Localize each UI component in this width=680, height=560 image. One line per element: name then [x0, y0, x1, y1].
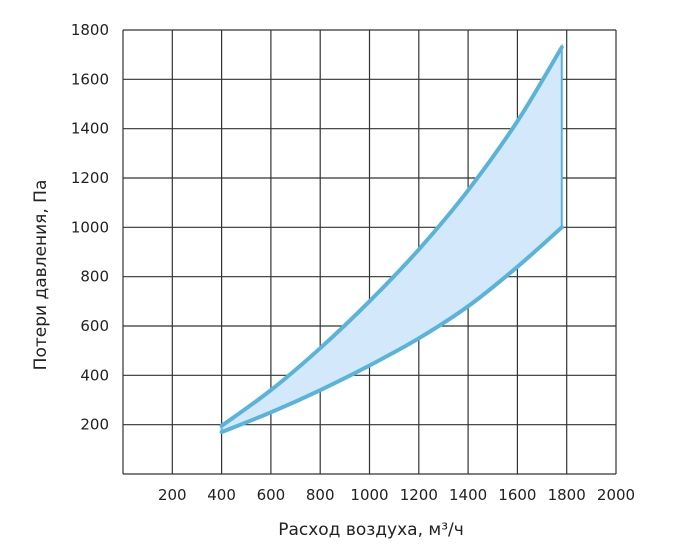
- y-tick-label: 1000: [71, 218, 109, 236]
- x-tick-label: 400: [207, 486, 236, 504]
- y-tick-label: 1400: [71, 120, 109, 138]
- y-tick-label: 1600: [71, 70, 109, 88]
- x-tick-label: 1400: [449, 486, 487, 504]
- y-tick-label: 600: [80, 317, 109, 335]
- x-tick-label: 600: [257, 486, 286, 504]
- chart-grid: [122, 29, 617, 475]
- y-axis-label: Потери давления, Па: [31, 180, 51, 371]
- x-axis-label: Расход воздуха, м³/ч: [278, 520, 464, 540]
- x-tick-label: 1200: [400, 486, 438, 504]
- x-tick-labels: 200 400 600 800 1000 1200 1400 1600 1800 2000: [158, 486, 635, 504]
- series-line-upper: [219, 45, 564, 428]
- x-tick-label: 1600: [498, 486, 536, 504]
- x-tick-label: 2000: [597, 486, 635, 504]
- y-tick-label: 400: [80, 366, 109, 384]
- y-tick-label: 200: [80, 416, 109, 434]
- y-tick-label: 800: [80, 268, 109, 286]
- x-tick-label: 1000: [350, 486, 388, 504]
- x-tick-label: 1800: [548, 486, 586, 504]
- x-tick-label: 800: [306, 486, 335, 504]
- series-line-lower: [219, 225, 564, 435]
- y-tick-label: 1200: [71, 169, 109, 187]
- y-tick-labels: 200 400 600 800 1000 1200 1400 1600 1800: [71, 21, 109, 434]
- y-tick-label: 1800: [71, 21, 109, 39]
- range-band: [220, 43, 563, 434]
- x-tick-label: 200: [158, 486, 187, 504]
